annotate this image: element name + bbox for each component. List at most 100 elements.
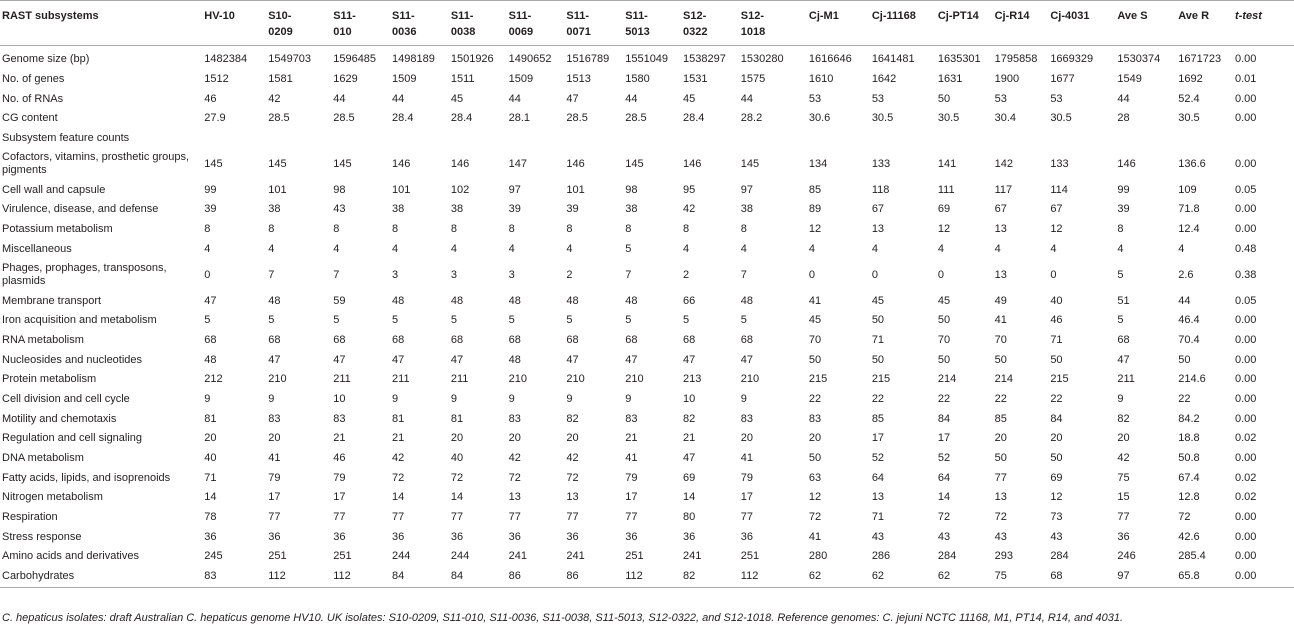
table-cell: 28.4 (450, 112, 473, 125)
table-cell: 145 (625, 157, 644, 170)
table-cell: 211 (1117, 373, 1135, 386)
table-cell: 81 (450, 412, 464, 425)
table-cell: 1490652 (508, 53, 552, 66)
table-cell: 101 (566, 183, 585, 196)
table-cell: 68 (683, 333, 696, 346)
table-cell: 99 (1117, 183, 1130, 196)
table-cell: 36 (450, 530, 464, 543)
table-cell: 68 (740, 333, 754, 346)
table-cell: 47 (683, 353, 696, 366)
row-label: Cell wall and capsule (2, 183, 106, 196)
table-cell: 101 (268, 183, 287, 196)
table-cell: 1629 (333, 73, 358, 86)
table-cell: 133 (1050, 157, 1069, 170)
table-cell: 0.00 (1235, 203, 1257, 216)
table-cell: 241 (508, 550, 527, 563)
table-cell: 30.5 (1178, 112, 1200, 125)
table-cell: 13 (871, 491, 885, 504)
table-cell: 44 (740, 92, 754, 105)
table-cell: 251 (333, 550, 352, 563)
table-cell: 146 (566, 157, 585, 170)
table-cell: 4 (937, 242, 944, 255)
table-cell: 48 (625, 294, 638, 307)
table-cell: 8 (740, 223, 747, 236)
table-cell: 7 (625, 268, 632, 281)
table-cell: 1641481 (871, 53, 915, 66)
table-row: Subsystem feature counts (0, 129, 1294, 149)
table-cell: 77 (740, 511, 754, 524)
table-cell: 95 (683, 183, 696, 196)
table-cell: 147 (508, 157, 527, 170)
table-cell: 79 (740, 471, 754, 484)
table-cell: 83 (740, 412, 754, 425)
table-cell: 47 (450, 353, 464, 366)
table-cell: 79 (333, 471, 346, 484)
table-cell: 73 (1050, 511, 1063, 524)
table-cell: 4 (450, 242, 457, 255)
table-row: Protein metabolism 212 210 211 211 211 210 210 2… (0, 370, 1294, 390)
table-cell: 0.00 (1235, 530, 1257, 543)
table-cell: 98 (625, 183, 638, 196)
row-label: No. of RNAs (2, 92, 64, 105)
table-cell: 50 (871, 353, 885, 366)
table-cell: 83 (508, 412, 521, 425)
table-cell: 72 (808, 511, 822, 524)
table-cell: 30.6 (808, 112, 831, 125)
table-cell: 14 (937, 491, 951, 504)
table-cell: 0 (204, 268, 211, 281)
table-cell: 7 (268, 268, 275, 281)
table-cell: 46 (204, 92, 217, 105)
table-cell: 45 (683, 92, 696, 105)
table-cell: 47 (333, 353, 346, 366)
table-cell: 72 (566, 471, 579, 484)
table-cell: 38 (450, 203, 464, 216)
row-label: Potassium metabolism (2, 223, 113, 236)
table-cell: 48 (508, 353, 521, 366)
table-cell: 112 (740, 570, 759, 583)
table-cell: 48 (392, 294, 405, 307)
table-cell (390, 129, 449, 149)
table-cell: 1512 (204, 73, 229, 86)
table-cell: 213 (683, 373, 702, 386)
table-cell: 36 (740, 530, 754, 543)
table-cell: 1482384 (204, 53, 248, 66)
table-cell: 42 (683, 203, 696, 216)
table-cell: 82 (1117, 412, 1130, 425)
table-footnote: C. hepaticus isolates: draft Australian … (2, 612, 1124, 624)
table-cell: 53 (994, 92, 1007, 105)
table-cell: 20 (808, 432, 822, 445)
table-cell: 83 (625, 412, 638, 425)
table-cell: 13 (566, 491, 579, 504)
table-cell: 13 (871, 223, 885, 236)
table-cell: 1538297 (683, 53, 726, 66)
table-cell: 8 (333, 223, 340, 236)
table-cell: 50.8 (1178, 452, 1200, 465)
table-cell: 38 (740, 203, 754, 216)
table-cell: 3 (508, 268, 515, 281)
table-row: Cell wall and capsule 99 101 98 101 102 97 101 9… (0, 180, 1294, 200)
column-header: Ave R (1178, 10, 1210, 22)
table-cell: 48 (450, 294, 464, 307)
table-cell (1048, 129, 1115, 149)
table-cell: 36 (566, 530, 579, 543)
table-cell: 1501926 (450, 53, 494, 66)
table-cell: 0.48 (1235, 242, 1257, 255)
table-cell: 1642 (871, 73, 897, 86)
table-row: Motility and chemotaxis 81 83 83 81 81 83 82 83 8… (0, 409, 1294, 429)
table-cell: 39 (508, 203, 521, 216)
table-cell (623, 129, 681, 149)
table-cell: 39 (566, 203, 579, 216)
table-cell: 0.02 (1235, 432, 1257, 445)
table-cell: 20 (994, 432, 1007, 445)
row-label: No. of genes (2, 73, 65, 86)
table-cell: 46 (333, 452, 346, 465)
row-label: Respiration (2, 511, 58, 524)
table-cell: 0.00 (1235, 353, 1257, 366)
table-cell: 50 (937, 92, 951, 105)
table-cell: 68 (1050, 570, 1063, 583)
table-cell: 36 (508, 530, 521, 543)
column-header: S12- 1018 (740, 10, 766, 38)
table-row: Regulation and cell signaling 20 20 21 21 20 2… (0, 429, 1294, 449)
table-cell: 77 (508, 511, 521, 524)
table-cell: 75 (1117, 471, 1130, 484)
